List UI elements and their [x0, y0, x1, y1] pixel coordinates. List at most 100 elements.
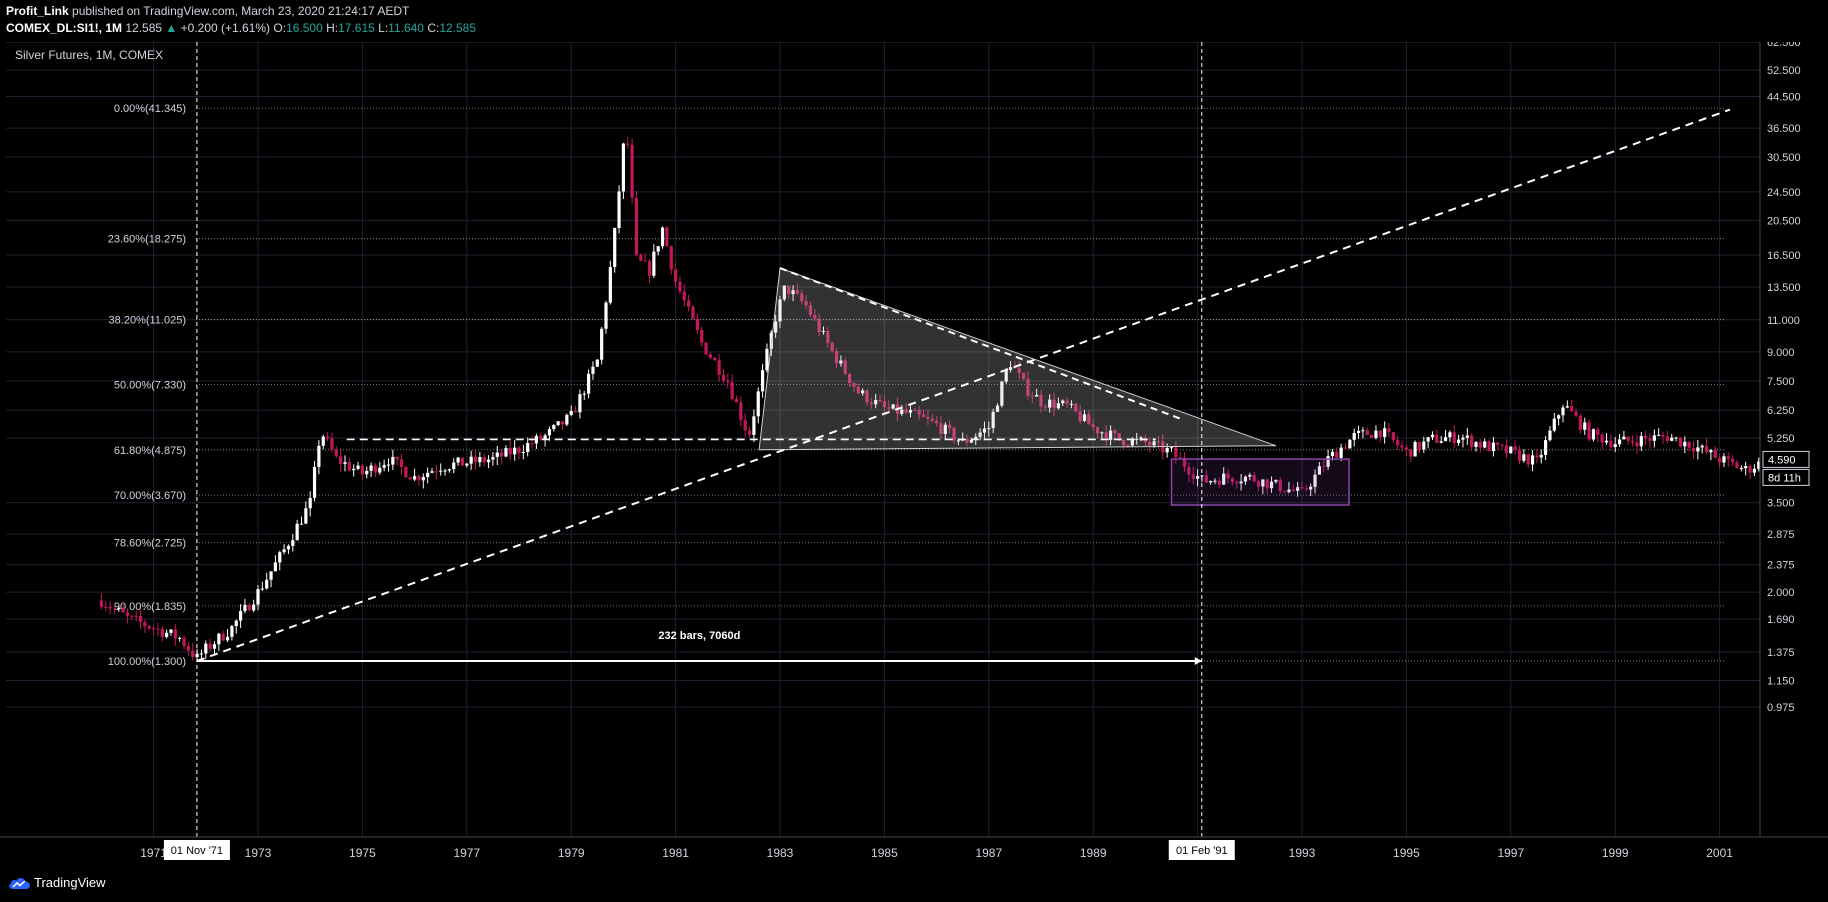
- candle-body: [1470, 435, 1474, 447]
- candle-body: [861, 390, 865, 394]
- candle-body: [386, 464, 391, 466]
- candle-body: [265, 579, 269, 589]
- candle-body: [404, 466, 408, 478]
- candle-body: [1609, 440, 1613, 448]
- y-tick-label: 3.500: [1767, 498, 1795, 510]
- candle-body: [573, 411, 578, 413]
- candle-body: [182, 637, 186, 647]
- brand-name[interactable]: TradingView: [34, 875, 106, 890]
- candle-body: [830, 342, 834, 351]
- candle-body: [439, 470, 443, 472]
- candle-body: [326, 436, 330, 439]
- candle-body: [308, 497, 312, 509]
- candle-body: [852, 383, 856, 387]
- crosshair-date-label: 01 Feb '91: [1176, 845, 1228, 857]
- candle-body: [1304, 488, 1308, 490]
- candle-body: [1644, 436, 1648, 439]
- candle-body: [1478, 442, 1482, 448]
- candle-body: [778, 299, 782, 322]
- candle-body: [1583, 422, 1587, 430]
- candle-body: [530, 443, 534, 445]
- candle-body: [1352, 433, 1356, 440]
- candle-body: [169, 629, 173, 633]
- drawings[interactable]: 232 bars, 7060d: [196, 42, 1731, 837]
- countdown-badge: [1762, 468, 1810, 486]
- candle-body: [721, 374, 726, 381]
- candle-body: [1718, 457, 1722, 463]
- candle-body: [1539, 454, 1543, 458]
- candle-body: [1000, 381, 1004, 406]
- last-price: 12.585: [125, 21, 163, 35]
- candle-body: [1587, 422, 1591, 440]
- candle-body: [526, 443, 530, 453]
- candle-body: [513, 447, 517, 455]
- candle-body: [808, 305, 813, 316]
- measure-label: 232 bars, 7060d: [658, 630, 740, 642]
- low-label: L:: [378, 21, 389, 35]
- candle-body: [547, 429, 552, 436]
- candle-body: [1409, 449, 1413, 457]
- candle-body: [343, 462, 347, 464]
- candle-body: [1026, 378, 1030, 396]
- candle-body: [795, 290, 799, 294]
- x-tick-label: 1997: [1497, 846, 1524, 860]
- candle-body: [660, 227, 665, 247]
- candle-body: [1735, 462, 1739, 469]
- high-value: 17.615: [338, 21, 375, 35]
- candle-body: [839, 360, 843, 364]
- candle-body: [739, 402, 743, 420]
- candle-body: [456, 457, 460, 463]
- candle-body: [212, 644, 217, 649]
- candle-body: [378, 467, 382, 473]
- candle-body: [843, 360, 847, 374]
- candle-body: [647, 261, 652, 276]
- candle-body: [1561, 407, 1565, 416]
- candle-body: [1696, 447, 1700, 452]
- candle-body: [1487, 441, 1491, 452]
- y-tick-label: 1.690: [1767, 614, 1795, 626]
- x-tick-label: 1983: [767, 846, 794, 860]
- y-tick-label: 36.500: [1767, 123, 1801, 135]
- price-change: +0.200 (+1.61%): [180, 21, 271, 35]
- tradingview-cloud-icon[interactable]: [8, 875, 32, 891]
- candle-body: [600, 328, 604, 360]
- candle-body: [1509, 446, 1513, 453]
- candle-body: [834, 350, 839, 364]
- candle-body: [413, 476, 417, 480]
- candle-body: [104, 606, 108, 608]
- candle-body: [330, 438, 334, 450]
- y-tick-label: 6.250: [1767, 405, 1795, 417]
- candle-body: [1604, 440, 1609, 443]
- candle-body: [569, 411, 573, 415]
- candle-body: [552, 425, 556, 430]
- candle-body: [1113, 430, 1117, 434]
- y-tick-label: 2.875: [1767, 529, 1795, 541]
- author-name[interactable]: Profit_Link: [6, 4, 69, 18]
- candle-body: [682, 291, 686, 301]
- candle-body: [782, 285, 786, 300]
- fib-level-label: 90.00%(1.835): [114, 601, 186, 613]
- candle-body: [1422, 441, 1426, 450]
- candle-body: [1557, 415, 1561, 419]
- y-tick-label: 20.500: [1767, 215, 1801, 227]
- candle-body: [1330, 451, 1335, 457]
- candle-body: [908, 410, 913, 413]
- candle-body: [774, 321, 778, 333]
- candle-body: [691, 306, 695, 319]
- candle-body: [891, 404, 895, 409]
- candle-body: [1744, 466, 1748, 469]
- candle-body: [952, 428, 956, 441]
- candle-body: [1204, 475, 1208, 483]
- candle-body: [465, 463, 469, 466]
- candle-body: [421, 477, 425, 481]
- price-chart[interactable]: 0.00%(41.345) 23.60%(18.275) 38.20%(11.025…: [0, 42, 1828, 866]
- candle-body: [1056, 403, 1060, 409]
- candle-body: [878, 399, 882, 402]
- candle-body: [521, 452, 525, 454]
- candle-body: [1356, 430, 1361, 434]
- candle-body: [1165, 447, 1169, 453]
- candle-body: [1052, 399, 1056, 409]
- candle-body: [1526, 454, 1530, 465]
- candle-body: [121, 608, 125, 613]
- candle-body: [560, 421, 565, 425]
